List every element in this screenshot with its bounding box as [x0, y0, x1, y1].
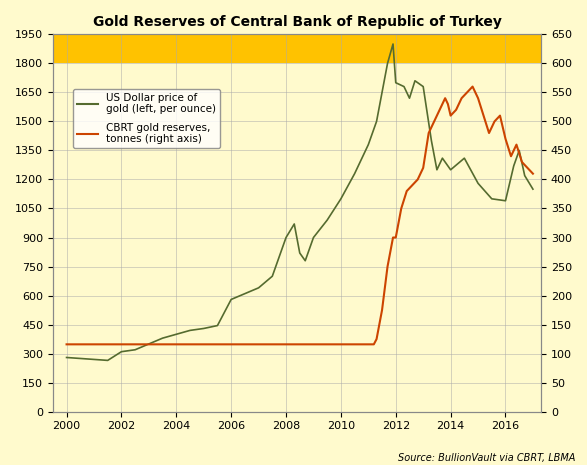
- Bar: [53, 34, 541, 63]
- Text: Source: BullionVault via CBRT, LBMA: Source: BullionVault via CBRT, LBMA: [398, 452, 575, 463]
- Title: Gold Reserves of Central Bank of Republic of Turkey: Gold Reserves of Central Bank of Republi…: [93, 15, 501, 29]
- Legend: US Dollar price of
gold (left, per ounce), CBRT gold reserves,
tonnes (right axi: US Dollar price of gold (left, per ounce…: [73, 89, 220, 148]
